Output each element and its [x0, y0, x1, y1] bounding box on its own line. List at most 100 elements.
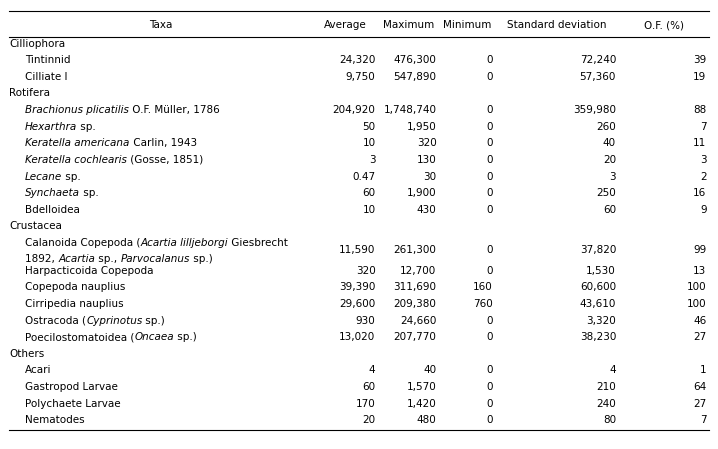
Text: 4: 4 [369, 365, 376, 375]
Text: 0: 0 [486, 266, 493, 276]
Text: 11: 11 [694, 138, 707, 148]
Text: Hexarthra: Hexarthra [25, 122, 78, 132]
Text: 12,700: 12,700 [401, 266, 437, 276]
Text: Minimum: Minimum [443, 20, 492, 30]
Text: Poecilostomatoidea (: Poecilostomatoidea ( [25, 332, 134, 342]
Text: 64: 64 [694, 382, 707, 392]
Text: 13,020: 13,020 [340, 332, 376, 342]
Text: O.F. Müller, 1786: O.F. Müller, 1786 [129, 105, 220, 115]
Text: Calanoida Copepoda (: Calanoida Copepoda ( [25, 238, 141, 248]
Text: 0: 0 [486, 205, 493, 215]
Text: Acartia lilljeborgi: Acartia lilljeborgi [141, 238, 228, 248]
Text: Nematodes: Nematodes [25, 415, 85, 425]
Text: 261,300: 261,300 [393, 245, 437, 255]
Text: 46: 46 [694, 316, 707, 326]
Text: 320: 320 [416, 138, 437, 148]
Text: 480: 480 [416, 415, 437, 425]
Text: sp.: sp. [62, 172, 81, 181]
Text: 19: 19 [694, 72, 707, 82]
Text: 311,690: 311,690 [393, 282, 437, 292]
Text: 60: 60 [603, 205, 616, 215]
Text: 38,230: 38,230 [579, 332, 616, 342]
Text: Maximum: Maximum [383, 20, 434, 30]
Text: 1,420: 1,420 [407, 399, 437, 409]
Text: Cilliophora: Cilliophora [9, 39, 65, 48]
Text: 0: 0 [486, 55, 493, 65]
Text: (Gosse, 1851): (Gosse, 1851) [127, 155, 203, 165]
Text: 99: 99 [694, 245, 707, 255]
Text: Polychaete Larvae: Polychaete Larvae [25, 399, 121, 409]
Text: 547,890: 547,890 [393, 72, 437, 82]
Text: Bdelloidea: Bdelloidea [25, 205, 80, 215]
Text: sp.: sp. [80, 188, 99, 198]
Text: Gastropod Larvae: Gastropod Larvae [25, 382, 118, 392]
Text: 0: 0 [486, 382, 493, 392]
Text: 40: 40 [424, 365, 437, 375]
Text: 0: 0 [486, 172, 493, 181]
Text: 3: 3 [369, 155, 376, 165]
Text: 100: 100 [687, 282, 707, 292]
Text: Giesbrecht: Giesbrecht [228, 238, 288, 248]
Text: Rotifera: Rotifera [9, 88, 50, 98]
Text: 20: 20 [603, 155, 616, 165]
Text: Copepoda nauplius: Copepoda nauplius [25, 282, 126, 292]
Text: 16: 16 [694, 188, 707, 198]
Text: 250: 250 [596, 188, 616, 198]
Text: 13: 13 [694, 266, 707, 276]
Text: Oncaea: Oncaea [134, 332, 174, 342]
Text: 0.47: 0.47 [353, 172, 376, 181]
Text: 0: 0 [486, 72, 493, 82]
Text: Average: Average [324, 20, 367, 30]
Text: 60: 60 [363, 382, 376, 392]
Text: Harpacticoida Copepoda: Harpacticoida Copepoda [25, 266, 154, 276]
Text: 80: 80 [603, 415, 616, 425]
Text: 7: 7 [700, 415, 707, 425]
Text: 24,320: 24,320 [339, 55, 376, 65]
Text: 30: 30 [424, 172, 437, 181]
Text: 1892,: 1892, [25, 254, 58, 264]
Text: 10: 10 [363, 138, 376, 148]
Text: Cyprinotus: Cyprinotus [86, 316, 142, 326]
Text: Taxa: Taxa [149, 20, 172, 30]
Text: 1,900: 1,900 [407, 188, 437, 198]
Text: O.F. (%): O.F. (%) [644, 20, 684, 30]
Text: 3: 3 [610, 172, 616, 181]
Text: 0: 0 [486, 316, 493, 326]
Text: 1,530: 1,530 [587, 266, 616, 276]
Text: 320: 320 [355, 266, 376, 276]
Text: 37,820: 37,820 [579, 245, 616, 255]
Text: 430: 430 [416, 205, 437, 215]
Text: 0: 0 [486, 122, 493, 132]
Text: Brachionus plicatilis: Brachionus plicatilis [25, 105, 129, 115]
Text: Ostracoda (: Ostracoda ( [25, 316, 86, 326]
Text: 1,570: 1,570 [407, 382, 437, 392]
Text: 0: 0 [486, 245, 493, 255]
Text: 9,750: 9,750 [346, 72, 376, 82]
Text: Synchaeta: Synchaeta [25, 188, 80, 198]
Text: 40: 40 [603, 138, 616, 148]
Text: 57,360: 57,360 [579, 72, 616, 82]
Text: 39: 39 [694, 55, 707, 65]
Text: 10: 10 [363, 205, 376, 215]
Text: 0: 0 [486, 415, 493, 425]
Text: 1,950: 1,950 [407, 122, 437, 132]
Text: Crustacea: Crustacea [9, 221, 62, 231]
Text: 170: 170 [355, 399, 376, 409]
Text: Acari: Acari [25, 365, 52, 375]
Text: 88: 88 [694, 105, 707, 115]
Text: 359,980: 359,980 [573, 105, 616, 115]
Text: 0: 0 [486, 332, 493, 342]
Text: 160: 160 [472, 282, 493, 292]
Text: 209,380: 209,380 [393, 299, 437, 309]
Text: 204,920: 204,920 [332, 105, 376, 115]
Text: Standard deviation: Standard deviation [508, 20, 607, 30]
Text: 930: 930 [355, 316, 376, 326]
Text: 24,660: 24,660 [400, 316, 437, 326]
Text: 3: 3 [700, 155, 707, 165]
Text: 39,390: 39,390 [339, 282, 376, 292]
Text: Parvocalanus: Parvocalanus [121, 254, 190, 264]
Text: 130: 130 [416, 155, 437, 165]
Text: 240: 240 [596, 399, 616, 409]
Text: Cilliate I: Cilliate I [25, 72, 67, 82]
Text: 0: 0 [486, 105, 493, 115]
